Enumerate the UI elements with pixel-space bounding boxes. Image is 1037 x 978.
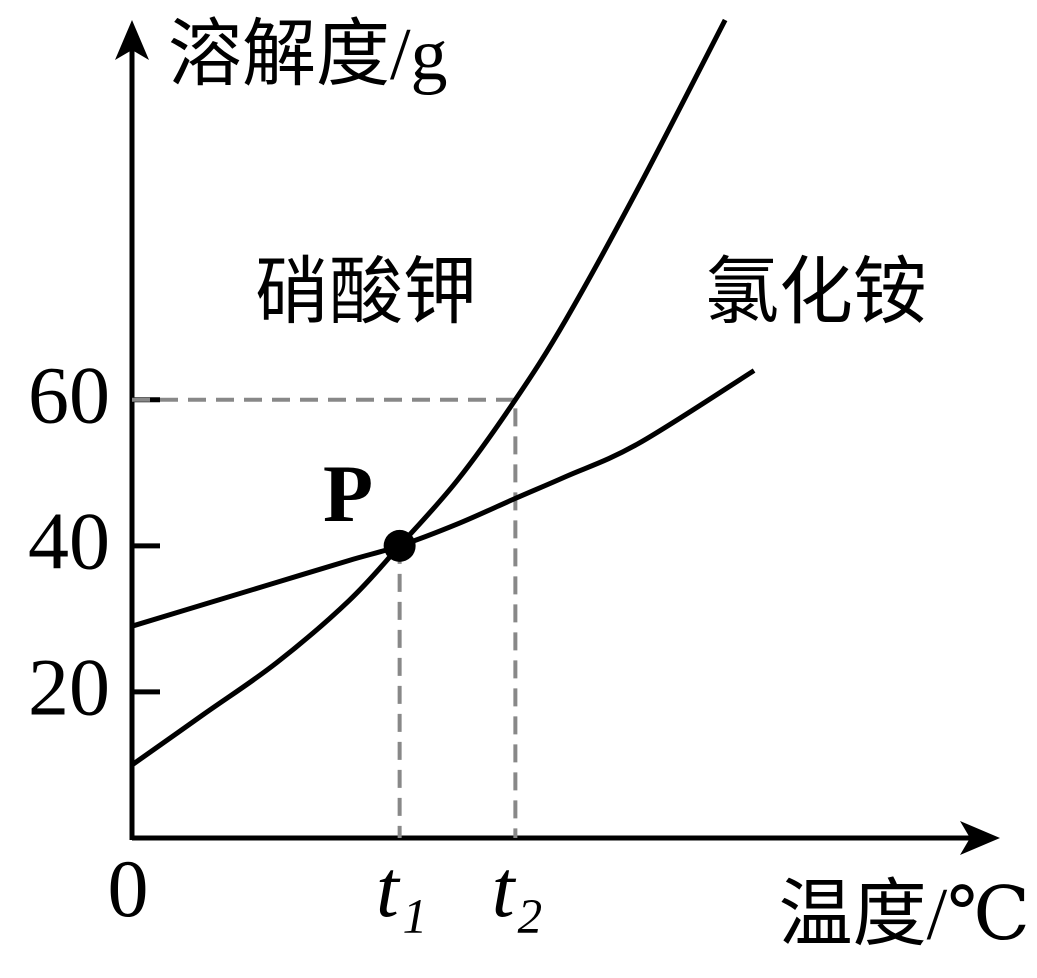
y-tick-label: 60: [28, 350, 110, 441]
y-axis-label: 溶解度/g: [168, 14, 448, 96]
curve: [130, 18, 728, 768]
y-tick-label: 20: [28, 642, 110, 733]
annotation-label: P: [323, 448, 373, 539]
x-tick-label: t₁: [376, 843, 427, 934]
series-label: 氯化铵: [705, 252, 927, 334]
series-label: 硝酸钾: [255, 252, 477, 334]
guide-line: [132, 397, 518, 838]
x-tick-label: 0: [108, 843, 149, 934]
curve: [131, 368, 756, 629]
x-tick-label: t₂: [492, 843, 543, 934]
x-axis-label: 温度/℃: [779, 874, 1030, 956]
x-axis-arrow: [960, 821, 1000, 855]
intersection-point: [383, 529, 416, 562]
y-tick-label: 40: [28, 496, 110, 587]
y-axis-arrow: [115, 20, 149, 60]
